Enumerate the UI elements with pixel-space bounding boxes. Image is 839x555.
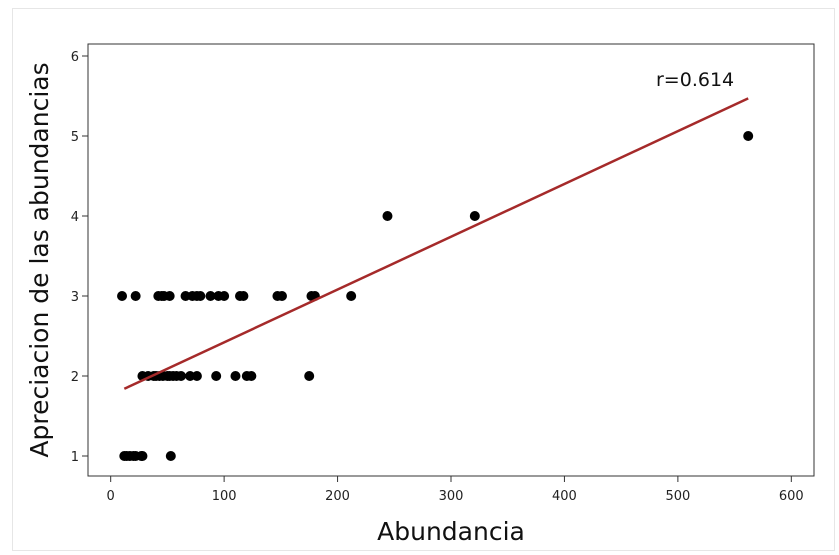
data-point xyxy=(230,371,241,381)
data-point xyxy=(117,291,128,301)
x-tick-label: 500 xyxy=(665,489,690,504)
y-tick-label: 4 xyxy=(71,210,79,225)
data-point xyxy=(165,451,176,461)
data-point xyxy=(276,291,287,301)
chart-frame xyxy=(12,8,835,551)
data-point xyxy=(211,371,222,381)
data-point xyxy=(238,291,249,301)
plot-area-border xyxy=(87,43,815,477)
regression-line xyxy=(123,97,749,390)
x-tick-label: 200 xyxy=(325,489,350,504)
data-point xyxy=(304,371,315,381)
data-point xyxy=(219,291,230,301)
data-point xyxy=(176,371,187,381)
data-point xyxy=(743,131,754,141)
y-tick-label: 6 xyxy=(71,50,79,65)
data-point xyxy=(246,371,257,381)
y-axis-label: Apreciacion de las abundancias xyxy=(25,62,54,457)
data-point xyxy=(469,211,480,221)
x-tick-label: 300 xyxy=(439,489,464,504)
data-point xyxy=(195,291,206,301)
x-tick-label: 100 xyxy=(212,489,237,504)
axes: 0 100 200 300 400 500 600 1 2 3 4 5 6 xyxy=(71,43,815,504)
data-point xyxy=(205,291,216,301)
y-tick-label: 3 xyxy=(71,290,79,305)
x-tick-label: 0 xyxy=(107,489,115,504)
data-point xyxy=(137,451,148,461)
y-tick-label: 1 xyxy=(71,450,79,465)
x-axis-label: Abundancia xyxy=(377,517,525,546)
data-point xyxy=(382,211,393,221)
correlation-annotation: r=0.614 xyxy=(656,69,734,91)
data-point xyxy=(164,291,175,301)
y-tick-label: 2 xyxy=(71,370,79,385)
data-point xyxy=(191,371,202,381)
data-point xyxy=(130,291,141,301)
data-point xyxy=(346,291,357,301)
x-tick-label: 400 xyxy=(552,489,577,504)
data-marks xyxy=(117,97,754,461)
y-tick-label: 5 xyxy=(71,130,79,145)
x-tick-label: 600 xyxy=(779,489,804,504)
